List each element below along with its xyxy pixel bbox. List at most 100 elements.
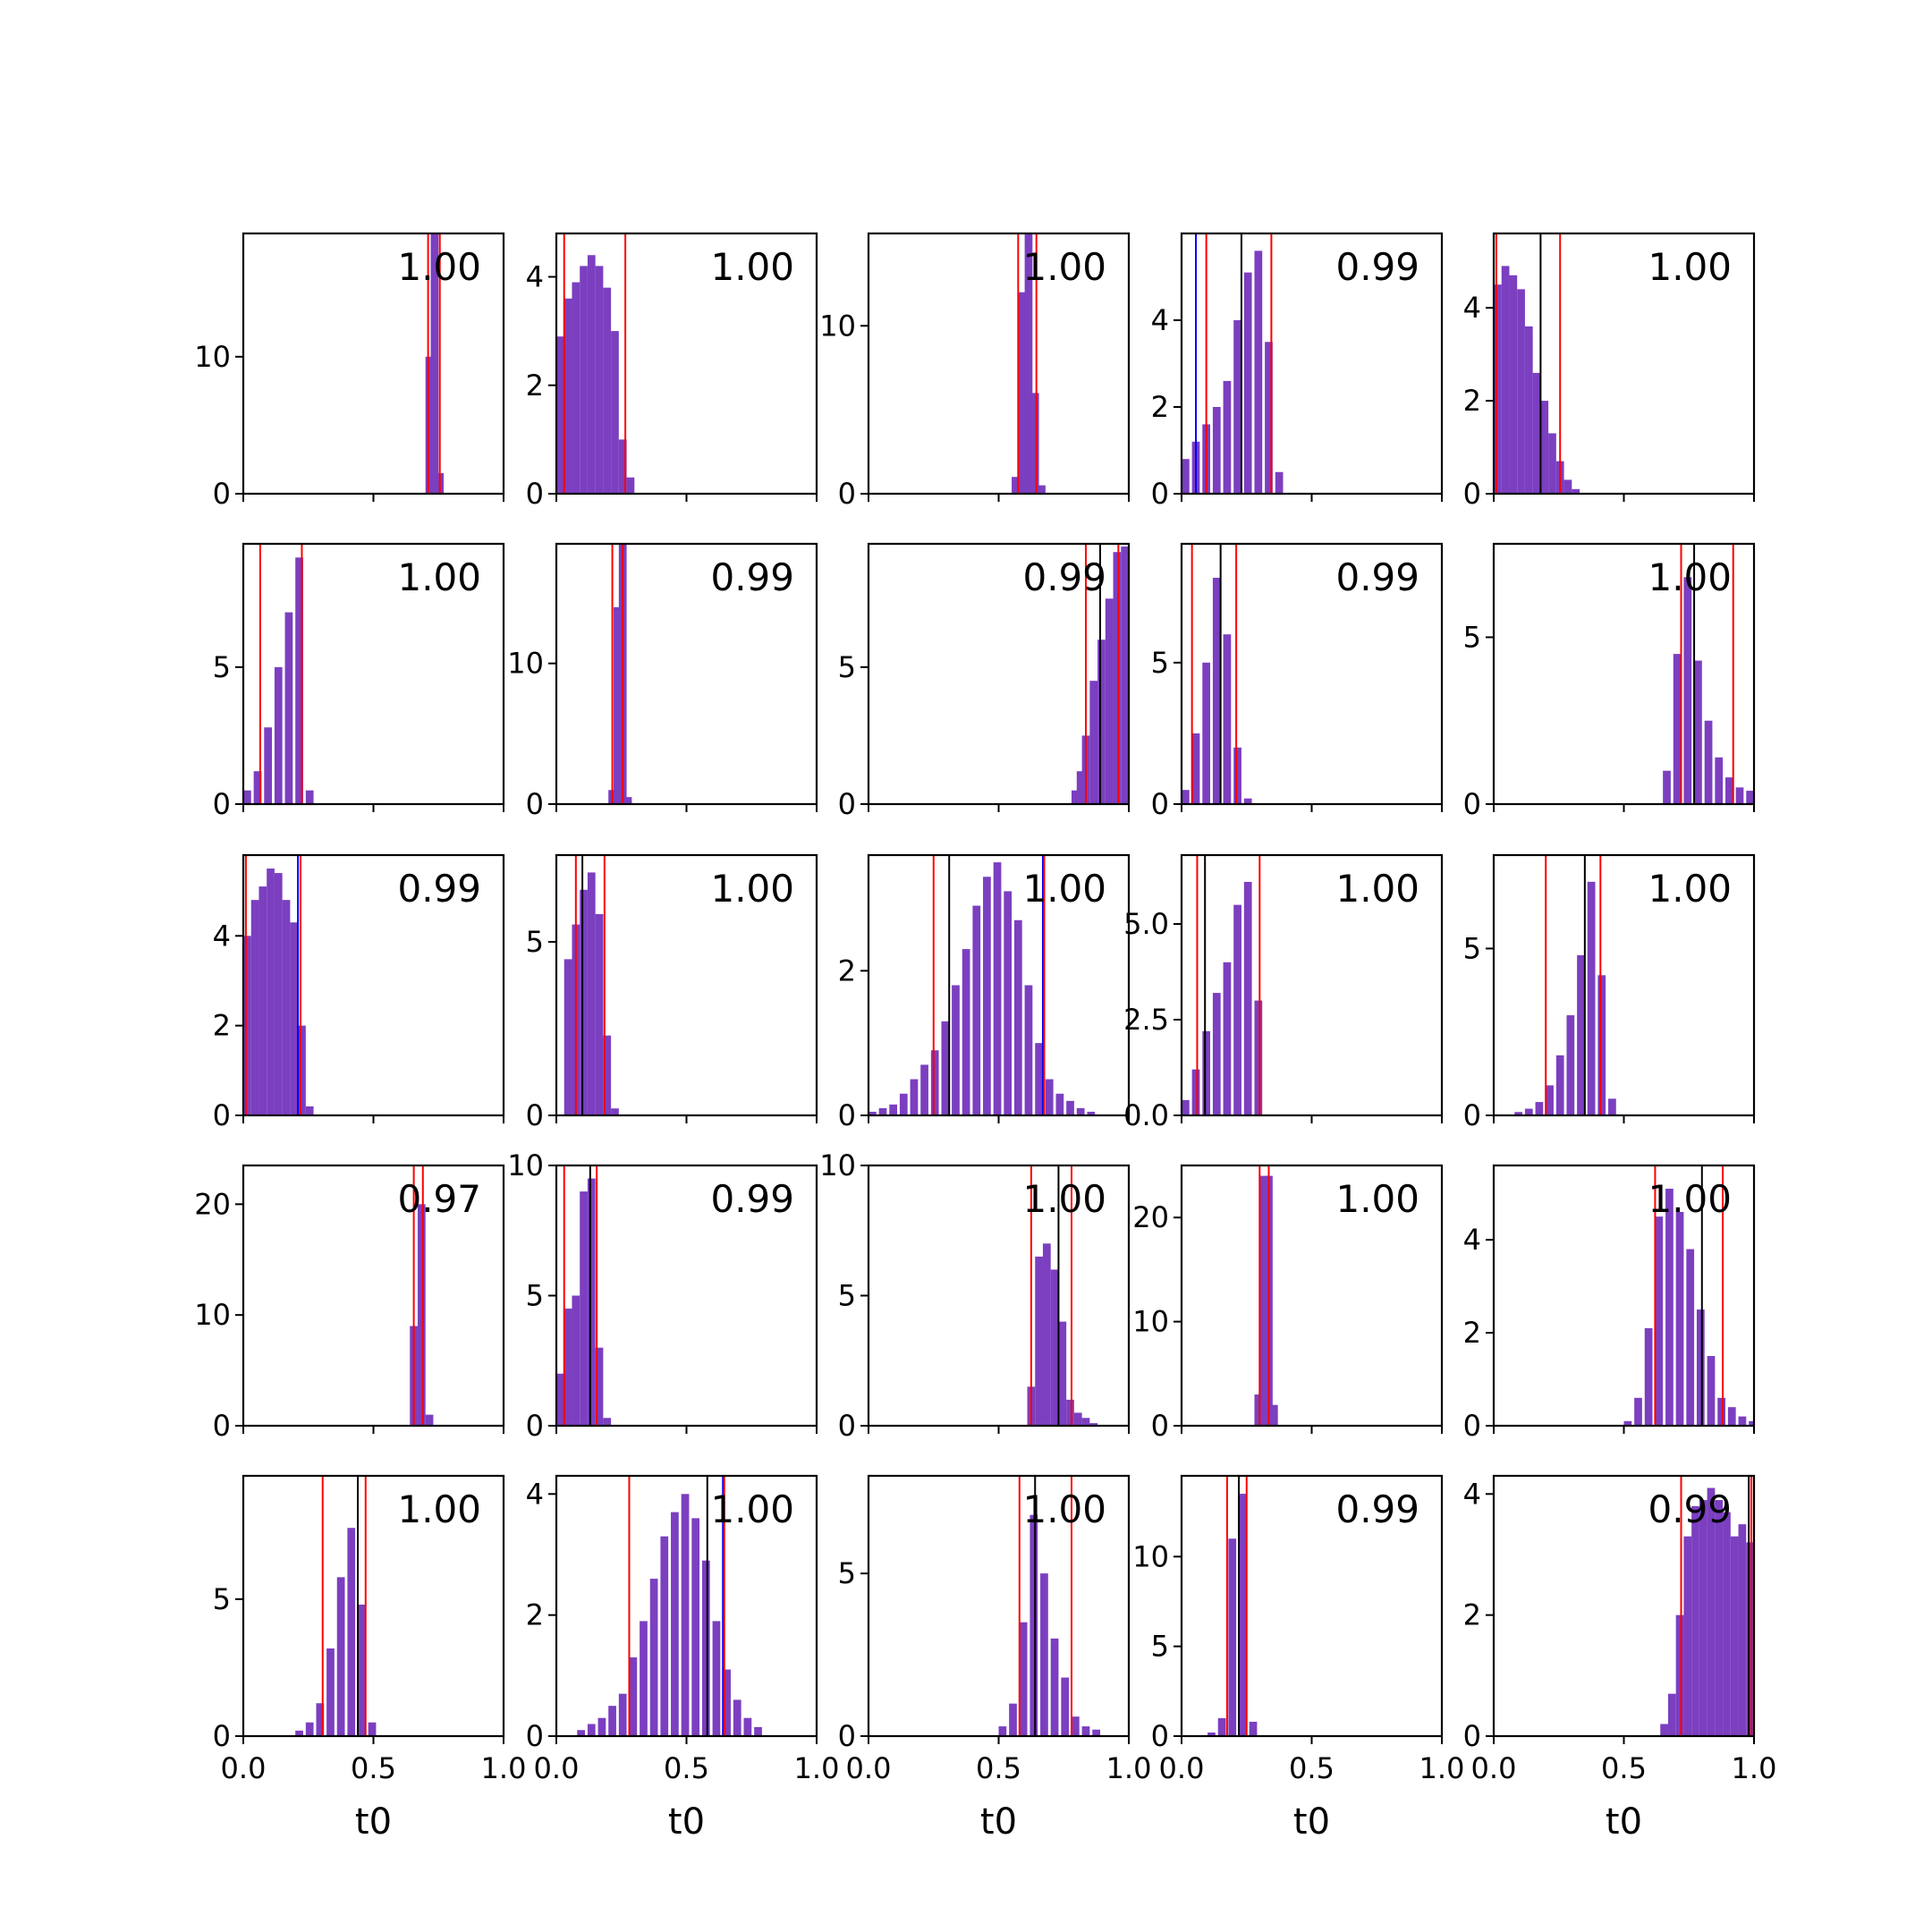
histogram-bar xyxy=(1683,1536,1692,1736)
panel-plot-area xyxy=(556,1165,612,1426)
histogram-bar xyxy=(1704,720,1713,804)
histogram-bar xyxy=(1691,1505,1699,1736)
histogram-bar xyxy=(1517,289,1525,494)
histogram-bar xyxy=(572,1295,580,1426)
panel-plot-area xyxy=(1623,1165,1754,1426)
panel-plot-area xyxy=(1012,233,1046,494)
histogram-bar xyxy=(587,872,596,1115)
panel-2-2: 0 10 0.99 xyxy=(507,542,818,821)
x-axis-label: t0 xyxy=(1293,1801,1330,1843)
panel-plot-area xyxy=(1182,855,1263,1115)
y-tick-label: 0 xyxy=(1463,477,1481,511)
x-tick-label: 0.5 xyxy=(976,1751,1021,1785)
panel-score-label: 1.00 xyxy=(1022,867,1106,911)
histogram-bar xyxy=(1254,250,1263,494)
histogram-bar xyxy=(1050,1638,1059,1736)
histogram-bar xyxy=(614,606,622,804)
histogram-bar xyxy=(347,1528,356,1736)
histogram-bar xyxy=(1717,1397,1725,1426)
x-tick-label: 1.0 xyxy=(1106,1751,1152,1785)
histogram-bar xyxy=(250,900,259,1115)
panel-score-label: 1.00 xyxy=(1648,245,1732,289)
x-axis-label: t0 xyxy=(355,1801,392,1843)
histogram-bar xyxy=(1663,770,1671,804)
histogram-bar xyxy=(316,1703,325,1736)
histogram-bar xyxy=(1182,790,1190,804)
histogram-bar xyxy=(290,922,299,1115)
histogram-bar xyxy=(580,266,588,494)
histogram-bar xyxy=(298,1025,306,1115)
panel-3-3: 021.00 xyxy=(838,853,1131,1132)
histogram-bar xyxy=(1707,1356,1716,1426)
histogram-bar xyxy=(282,900,291,1115)
histogram-bar xyxy=(1243,272,1252,494)
histogram-bar xyxy=(264,727,273,804)
histogram-bar xyxy=(608,1706,616,1736)
histogram-bar xyxy=(1182,459,1190,494)
panel-plot-area xyxy=(608,544,632,804)
y-tick-label: 5 xyxy=(838,1279,856,1313)
histogram-bar xyxy=(1707,1487,1716,1736)
histogram-bar xyxy=(1494,284,1502,494)
panel-score-label: 1.00 xyxy=(1648,867,1732,911)
panel-1-2: 0 2 4 1.00 xyxy=(526,232,818,511)
panel-2-5: 051.00 xyxy=(1463,542,1756,821)
histogram-bar xyxy=(1233,320,1241,494)
y-tick-label: 2.5 xyxy=(1123,1003,1169,1037)
panel-score-label: 0.99 xyxy=(1335,555,1419,599)
histogram-bar xyxy=(1223,634,1232,804)
histogram-bar xyxy=(640,1621,648,1736)
histogram-bar xyxy=(1061,1677,1070,1736)
histogram-bar xyxy=(899,1093,908,1115)
histogram-bar xyxy=(660,1536,669,1736)
panel-score-label: 1.00 xyxy=(1022,245,1106,289)
histogram-bar xyxy=(611,331,619,494)
y-tick-label: 0 xyxy=(1151,477,1169,511)
histogram-bar xyxy=(649,1579,658,1736)
histogram-bar xyxy=(1009,1703,1017,1736)
histogram-bar xyxy=(1548,433,1556,494)
histogram-bar xyxy=(1233,904,1241,1115)
histogram-bar xyxy=(1587,881,1596,1115)
x-tick-label: 1.0 xyxy=(1419,1751,1465,1785)
y-tick-label: 2 xyxy=(1151,390,1169,424)
x-axis-label: t0 xyxy=(1606,1801,1642,1843)
histogram-bar xyxy=(1746,1542,1754,1736)
y-tick-label: 4 xyxy=(526,260,544,294)
histogram-bar xyxy=(295,1730,303,1736)
y-tick-label: 0 xyxy=(526,1409,544,1443)
y-tick-label: 0 xyxy=(838,787,856,821)
panel-1-5: 0 2 4 1.00 xyxy=(1463,232,1756,511)
histogram-bar xyxy=(1076,1107,1085,1115)
y-tick-label: 0.0 xyxy=(1123,1098,1169,1132)
y-tick-label: 10 xyxy=(194,1298,231,1332)
histogram-bar xyxy=(1030,1514,1038,1736)
panel-score-label: 1.00 xyxy=(1648,1177,1732,1221)
panel-plot-area xyxy=(243,544,314,804)
histogram-bar xyxy=(629,1657,638,1736)
histogram-bar xyxy=(556,336,564,494)
histogram-bar xyxy=(626,477,635,494)
histogram-bar xyxy=(1202,1030,1211,1115)
y-tick-label: 0 xyxy=(1463,1719,1481,1753)
panel-plot-area xyxy=(556,233,635,494)
panel-4-3: 0 5 10 1.00 xyxy=(819,1148,1131,1443)
histogram-bar xyxy=(580,1191,588,1426)
histogram-bar xyxy=(983,877,991,1115)
histogram-bar xyxy=(595,266,604,494)
histogram-bar xyxy=(998,1726,1007,1736)
panel-plot-area xyxy=(869,855,1096,1115)
histogram-bar xyxy=(1038,485,1046,494)
histogram-bar xyxy=(1045,1079,1054,1115)
panel-2-1: 051.00 xyxy=(213,542,505,821)
panel-plot-area xyxy=(1027,1165,1098,1426)
histogram-bar xyxy=(1035,1043,1043,1115)
histogram-bar xyxy=(1683,577,1692,804)
histogram-bar xyxy=(425,1414,434,1426)
histogram-bar xyxy=(1540,401,1549,494)
histogram-bar xyxy=(1735,787,1744,804)
histogram-bar xyxy=(1097,640,1106,804)
y-tick-label: 4 xyxy=(526,1477,544,1511)
panel-score-label: 1.00 xyxy=(397,555,481,599)
